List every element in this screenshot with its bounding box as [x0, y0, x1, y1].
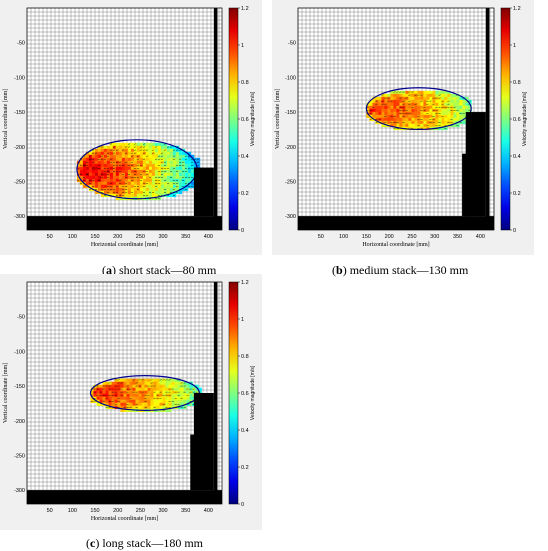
y-tick-label: -250	[14, 179, 25, 185]
stack-body	[466, 112, 486, 216]
x-tick-label: 100	[68, 234, 77, 240]
colorbar-tick-label: 1	[241, 43, 244, 49]
y-axis-label: Vertical coordinate [mm]	[275, 89, 281, 149]
y-tick-label: -300	[14, 214, 25, 220]
colorbar	[229, 8, 238, 230]
x-tick-label: 250	[407, 234, 416, 240]
colorbar-tick-label: 0.4	[513, 154, 521, 160]
stack-wall	[214, 282, 218, 504]
x-tick-label: 350	[181, 234, 190, 240]
y-tick-label: -50	[17, 41, 25, 47]
x-tick-label: 400	[476, 234, 485, 240]
colorbar-tick-label: 1.2	[513, 6, 521, 12]
chart-panel-a: 50 100 150 200 250 300 350 400 -50 -100 -150 -200 -2…	[0, 0, 262, 255]
x-tick-label: 250	[136, 508, 145, 514]
x-tick-label: 150	[90, 508, 99, 514]
stack-step	[462, 154, 467, 216]
x-tick-label: 200	[113, 234, 122, 240]
colorbar-tick-label: 0.2	[241, 191, 249, 197]
y-tick-label: -200	[14, 419, 25, 425]
x-tick-label: 400	[204, 508, 213, 514]
x-tick-label: 50	[47, 508, 53, 514]
y-tick-label: -150	[285, 110, 296, 116]
colorbar-tick-label: 1	[241, 317, 244, 323]
y-tick-label: -300	[14, 488, 25, 494]
floor-block	[27, 216, 222, 230]
x-tick-label: 300	[158, 234, 167, 240]
colorbar	[229, 282, 238, 504]
y-axis-label: Vertical coordinate [mm]	[3, 363, 9, 423]
stack-wall	[486, 8, 490, 230]
x-tick-label: 400	[204, 234, 213, 240]
colorbar-ticks: 0 0.2 0.4 0.6 0.8 1 1.2	[238, 6, 249, 234]
y-tick-label: -50	[288, 41, 296, 47]
x-tick-label: 300	[430, 234, 439, 240]
caption-b: (b) medium stack—130 mm	[332, 263, 468, 278]
chart-svg: 50 100 150 200 250 300 350 400 -50 -100 -150 -200 -2…	[272, 0, 534, 255]
floor-block	[298, 216, 494, 230]
colorbar-ticks: 0 0.2 0.4 0.6 0.8 1 1.2	[510, 6, 521, 234]
chart-svg: 50 100 150 200 250 300 350 400 -50 -100 -150 -200 -2…	[0, 274, 262, 530]
colorbar-tick-label: 0.4	[241, 154, 249, 160]
chart-panel-b: 50 100 150 200 250 300 350 400 -50 -100 -150 -200 -2…	[272, 0, 534, 255]
colorbar-tick-label: 0.6	[241, 391, 249, 397]
colorbar-tick-label: 1	[513, 43, 516, 49]
y-tick-label: -200	[14, 145, 25, 151]
x-tick-label: 200	[385, 234, 394, 240]
colorbar-label: Velocity magnitude [m/s]	[250, 91, 256, 146]
colorbar-tick-label: 0	[241, 502, 244, 508]
y-axis-label: Vertical coordinate [mm]	[3, 89, 9, 149]
colorbar-tick-label: 0	[241, 228, 244, 234]
x-tick-label: 250	[136, 234, 145, 240]
y-tick-label: -150	[14, 384, 25, 390]
x-axis-label: Horizontal coordinate [mm]	[91, 516, 158, 522]
y-tick-label: -150	[14, 110, 25, 116]
y-tick-label: -100	[14, 349, 25, 355]
stack-body	[194, 393, 214, 490]
chart-svg: 50 100 150 200 250 300 350 400 -50 -100 -150 -200 -2…	[0, 0, 262, 255]
stack-step	[190, 435, 195, 491]
y-tick-label: -300	[285, 214, 296, 220]
x-tick-label: 100	[339, 234, 348, 240]
stack-body	[194, 168, 214, 217]
x-tick-label: 150	[90, 234, 99, 240]
colorbar-tick-label: 0.2	[513, 191, 521, 197]
colorbar-tick-label: 1.2	[241, 280, 249, 286]
colorbar-tick-label: 0.8	[241, 80, 249, 86]
x-tick-label: 350	[181, 508, 190, 514]
colorbar-tick-label: 0.6	[513, 117, 521, 123]
y-tick-label: -100	[14, 75, 25, 81]
colorbar-tick-label: 0.2	[241, 465, 249, 471]
y-tick-label: -250	[285, 179, 296, 185]
colorbar-tick-label: 0.4	[241, 428, 249, 434]
x-tick-label: 350	[453, 234, 462, 240]
chart-panel-c: 50 100 150 200 250 300 350 400 -50 -100 -150 -200 -2…	[0, 274, 262, 530]
x-tick-label: 50	[318, 234, 324, 240]
x-tick-label: 300	[158, 508, 167, 514]
x-tick-label: 200	[113, 508, 122, 514]
colorbar	[501, 8, 510, 230]
x-tick-label: 50	[47, 234, 53, 240]
colorbar-tick-label: 0.8	[241, 354, 249, 360]
y-tick-label: -250	[14, 453, 25, 459]
floor-block	[27, 490, 222, 504]
colorbar-tick-label: 0.8	[513, 80, 521, 86]
caption-c: (c) long stack—180 mm	[86, 536, 203, 551]
colorbar-tick-label: 0	[513, 228, 516, 234]
colorbar-tick-label: 0.6	[241, 117, 249, 123]
x-tick-label: 100	[68, 508, 77, 514]
stack-wall	[214, 8, 218, 230]
y-tick-label: -50	[17, 315, 25, 321]
colorbar-ticks: 0 0.2 0.4 0.6 0.8 1 1.2	[238, 280, 249, 508]
y-tick-label: -100	[285, 75, 296, 81]
x-tick-label: 150	[362, 234, 371, 240]
colorbar-label: Velocity magnitude [m/s]	[522, 91, 528, 146]
velocity-field	[366, 91, 471, 130]
colorbar-tick-label: 1.2	[241, 6, 249, 12]
colorbar-label: Velocity magnitude [m/s]	[250, 365, 256, 420]
y-tick-label: -200	[285, 145, 296, 151]
x-axis-label: Horizontal coordinate [mm]	[362, 242, 429, 248]
velocity-field	[77, 143, 200, 200]
x-axis-label: Horizontal coordinate [mm]	[91, 242, 158, 248]
